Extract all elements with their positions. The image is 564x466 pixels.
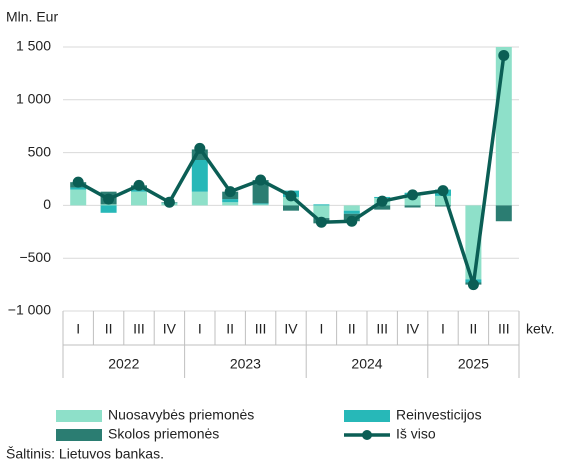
- x-tick-label: II: [348, 321, 356, 337]
- bar: [313, 205, 330, 219]
- y-tick-label: 1 500: [16, 38, 51, 54]
- bar: [495, 205, 512, 222]
- x-tick-label: II: [105, 321, 113, 337]
- line-marker: [315, 216, 327, 228]
- legend-label: Nuosavybės priemonės: [108, 407, 254, 423]
- x-tick-label: III: [255, 321, 267, 337]
- source: Šaltinis: Lietuvos bankas.: [6, 446, 164, 462]
- bar: [252, 204, 269, 206]
- y-tick-label: −1 000: [8, 302, 51, 318]
- line-marker: [133, 179, 145, 191]
- line-marker: [498, 49, 510, 61]
- bar: [252, 180, 269, 204]
- year-label: 2024: [351, 356, 382, 372]
- x-tick-label: I: [441, 321, 445, 337]
- y-tick-label: 0: [43, 196, 51, 212]
- legend-swatch: [362, 430, 372, 440]
- bar: [70, 189, 87, 206]
- line-marker: [72, 176, 84, 188]
- legend-swatch: [344, 410, 390, 422]
- legend-swatch: [56, 410, 102, 422]
- x-tick-label: IV: [284, 321, 298, 337]
- line-marker: [255, 174, 267, 186]
- legend-swatch: [56, 429, 102, 441]
- bar: [222, 202, 239, 206]
- x-tick-label: IV: [163, 321, 177, 337]
- bar: [435, 205, 451, 207]
- year-label: 2025: [458, 356, 489, 372]
- bar: [252, 203, 269, 205]
- line-marker: [376, 195, 388, 207]
- y-tick-label: 1 000: [16, 91, 51, 107]
- legend-label: Reinvesticijos: [396, 407, 482, 423]
- bar: [495, 47, 512, 206]
- line-marker: [346, 215, 358, 227]
- x-tick-label: III: [376, 321, 388, 337]
- line-marker: [467, 279, 479, 291]
- x-tick-label: II: [226, 321, 234, 337]
- x-tick-label: II: [470, 321, 478, 337]
- line-marker: [194, 142, 206, 154]
- x-tick-label: I: [198, 321, 202, 337]
- line-marker: [103, 193, 115, 205]
- year-label: 2023: [230, 356, 261, 372]
- y-tick-label: −500: [19, 249, 51, 265]
- bar: [435, 195, 451, 206]
- y-axis-label: Mln. Eur: [6, 9, 58, 25]
- line-marker: [285, 190, 297, 202]
- bar: [283, 205, 299, 211]
- bar: [191, 149, 208, 160]
- x-tick-label: III: [498, 321, 510, 337]
- line: [77, 55, 506, 287]
- bar: [100, 205, 117, 213]
- x-tick-label: III: [133, 321, 145, 337]
- x-unit-label: ketv.: [526, 321, 555, 337]
- bar: [70, 187, 87, 190]
- bar: [404, 205, 421, 208]
- bar: [313, 204, 330, 206]
- x-tick-label: I: [76, 321, 80, 337]
- line-marker: [163, 196, 175, 208]
- year-label: 2022: [108, 356, 139, 372]
- bar: [222, 199, 239, 203]
- line-marker: [224, 186, 236, 198]
- bar: [100, 204, 117, 206]
- legend-label: Iš viso: [396, 426, 436, 442]
- line-marker: [437, 185, 449, 197]
- bar: [191, 191, 208, 206]
- y-tick-label: 500: [28, 143, 52, 159]
- line-marker: [407, 189, 419, 201]
- x-tick-label: IV: [406, 321, 420, 337]
- bar: [374, 205, 391, 210]
- bar: [131, 191, 147, 206]
- bar: [343, 210, 360, 214]
- x-tick-label: I: [319, 321, 323, 337]
- bar: [343, 205, 360, 211]
- bar: [191, 159, 208, 192]
- legend-label: Skolos priemonės: [108, 426, 219, 442]
